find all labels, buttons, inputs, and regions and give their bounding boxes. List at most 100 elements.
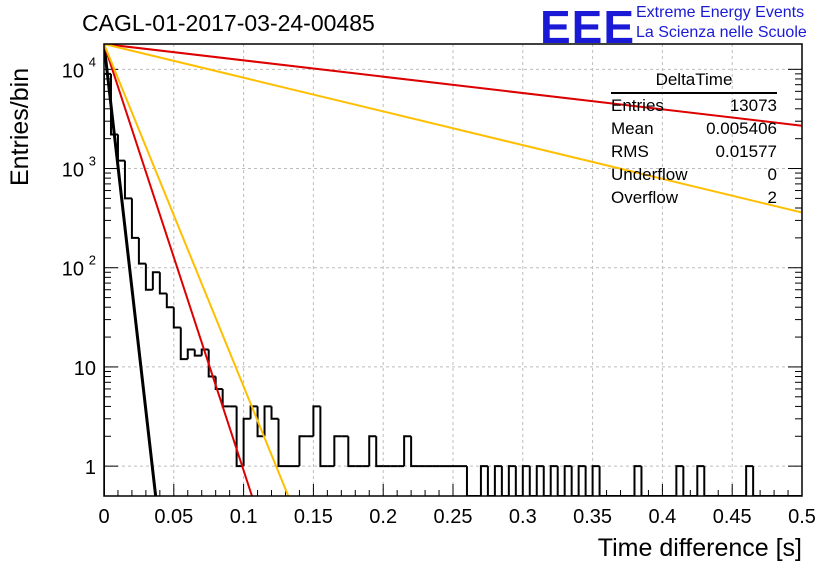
fit-line-black bbox=[104, 44, 158, 496]
x-tick-label: 0.1 bbox=[230, 506, 258, 528]
histogram-bin bbox=[570, 466, 579, 496]
fit-line-red bbox=[104, 44, 253, 496]
stats-row-rms: RMS 0.01577 bbox=[611, 140, 777, 163]
histogram-bin bbox=[521, 465, 530, 496]
histogram-bin bbox=[633, 465, 642, 496]
stats-label: Overflow bbox=[611, 188, 679, 207]
stats-label: Mean bbox=[611, 119, 654, 138]
stats-row-entries: Entries 13073 bbox=[611, 94, 777, 117]
histogram-bin bbox=[193, 349, 202, 357]
histogram-bin bbox=[375, 436, 384, 468]
histogram-bin bbox=[542, 466, 551, 496]
histogram-bin bbox=[410, 436, 419, 468]
x-axis-label: Time difference [s] bbox=[597, 534, 802, 562]
logo-tagline-1: Extreme Energy Events bbox=[636, 4, 805, 21]
x-tick-label: 0.35 bbox=[573, 506, 612, 528]
fit-line-orange bbox=[104, 44, 802, 214]
histogram-bin bbox=[200, 348, 209, 356]
histogram-bin bbox=[703, 466, 712, 496]
histogram-bin bbox=[528, 466, 537, 496]
y-tick-label: 10 bbox=[62, 160, 84, 182]
histogram-bin bbox=[256, 406, 265, 438]
histogram-bin bbox=[221, 388, 230, 408]
fit-line-red bbox=[104, 44, 802, 127]
histogram-bin bbox=[479, 465, 488, 496]
histogram-bin bbox=[640, 466, 649, 496]
chart-title: CAGL-01-2017-03-24-00485 bbox=[82, 10, 375, 36]
histogram-bin bbox=[556, 466, 565, 496]
histogram-bin bbox=[368, 435, 377, 467]
x-tick-label: 0.15 bbox=[294, 506, 333, 528]
x-tick-label: 0.45 bbox=[713, 506, 752, 528]
y-tick-exponent: 4 bbox=[89, 54, 96, 69]
histogram-bin bbox=[158, 272, 167, 295]
histogram-bin bbox=[584, 466, 593, 496]
histogram-bin bbox=[242, 417, 251, 467]
histogram-bin bbox=[312, 405, 321, 437]
stats-value: 0.01577 bbox=[715, 142, 777, 161]
histogram-bin bbox=[577, 465, 586, 496]
histogram-bin bbox=[165, 293, 174, 309]
histogram-bin bbox=[347, 436, 356, 468]
histogram-bin bbox=[319, 406, 328, 468]
histogram-bin bbox=[514, 466, 523, 496]
histogram-bin bbox=[563, 465, 572, 496]
histogram-bin bbox=[333, 435, 342, 467]
x-tick-label: 0.5 bbox=[788, 506, 816, 528]
y-tick-label: 10 bbox=[62, 259, 84, 281]
histogram-bin bbox=[123, 160, 132, 200]
y-tick-label: 10 bbox=[74, 358, 96, 380]
stats-row-mean: Mean 0.005406 bbox=[611, 117, 777, 140]
stats-label: Underflow bbox=[611, 165, 688, 184]
x-tick-label: 0.3 bbox=[509, 506, 537, 528]
histogram-bin bbox=[144, 263, 153, 291]
stats-value: 0.005406 bbox=[706, 119, 777, 138]
y-tick-label: 1 bbox=[85, 457, 96, 479]
histogram-bin bbox=[104, 72, 111, 496]
histogram-bin bbox=[752, 466, 761, 496]
x-tick-label: 0.4 bbox=[648, 506, 676, 528]
stats-row-overflow: Overflow 2 bbox=[611, 186, 777, 209]
histogram-bin bbox=[214, 376, 223, 390]
stats-box-title: DeltaTime bbox=[611, 70, 777, 94]
fit-line-orange bbox=[104, 44, 290, 496]
histogram-bin bbox=[507, 465, 516, 496]
histogram-bin bbox=[263, 405, 272, 437]
histogram-bin bbox=[130, 198, 139, 239]
y-tick-exponent: 3 bbox=[89, 154, 96, 169]
histogram-bin bbox=[549, 465, 558, 496]
stats-value: 0 bbox=[767, 165, 777, 184]
histogram-bin bbox=[116, 134, 125, 162]
histogram-bin bbox=[500, 466, 509, 496]
stats-box: DeltaTime Entries 13073 Mean 0.005406 RMS 0… bbox=[611, 70, 777, 209]
stats-label: Entries bbox=[611, 96, 664, 115]
histogram-bin bbox=[696, 465, 705, 496]
histogram-bin bbox=[186, 348, 195, 360]
y-tick-label: 10 bbox=[62, 60, 84, 82]
stats-value: 13073 bbox=[729, 96, 777, 115]
histogram-bin bbox=[493, 465, 502, 496]
histogram-bin bbox=[682, 466, 691, 496]
histogram-bin bbox=[270, 406, 279, 420]
x-tick-label: 0.25 bbox=[434, 506, 473, 528]
histogram-bin bbox=[277, 418, 286, 468]
x-tick-label: 0 bbox=[98, 506, 109, 528]
histogram-bin bbox=[745, 465, 754, 496]
histogram-bin bbox=[591, 465, 600, 496]
logo-tagline-2: La Scienza nelle Scuole bbox=[636, 24, 807, 41]
plot-frame bbox=[103, 43, 803, 497]
histogram-bin bbox=[179, 327, 188, 361]
x-tick-label: 0.05 bbox=[154, 506, 193, 528]
x-tick-label: 0.2 bbox=[369, 506, 397, 528]
stats-row-underflow: Underflow 0 bbox=[611, 163, 777, 186]
histogram-bin bbox=[465, 466, 474, 496]
histogram-bin bbox=[598, 466, 607, 496]
stats-value: 2 bbox=[767, 188, 777, 207]
stats-label: RMS bbox=[611, 142, 649, 161]
fit-lines bbox=[104, 44, 802, 496]
histogram-bin bbox=[675, 465, 684, 496]
histogram-bin bbox=[137, 237, 146, 265]
histogram-bin bbox=[486, 466, 495, 496]
histogram-bin bbox=[249, 405, 258, 419]
